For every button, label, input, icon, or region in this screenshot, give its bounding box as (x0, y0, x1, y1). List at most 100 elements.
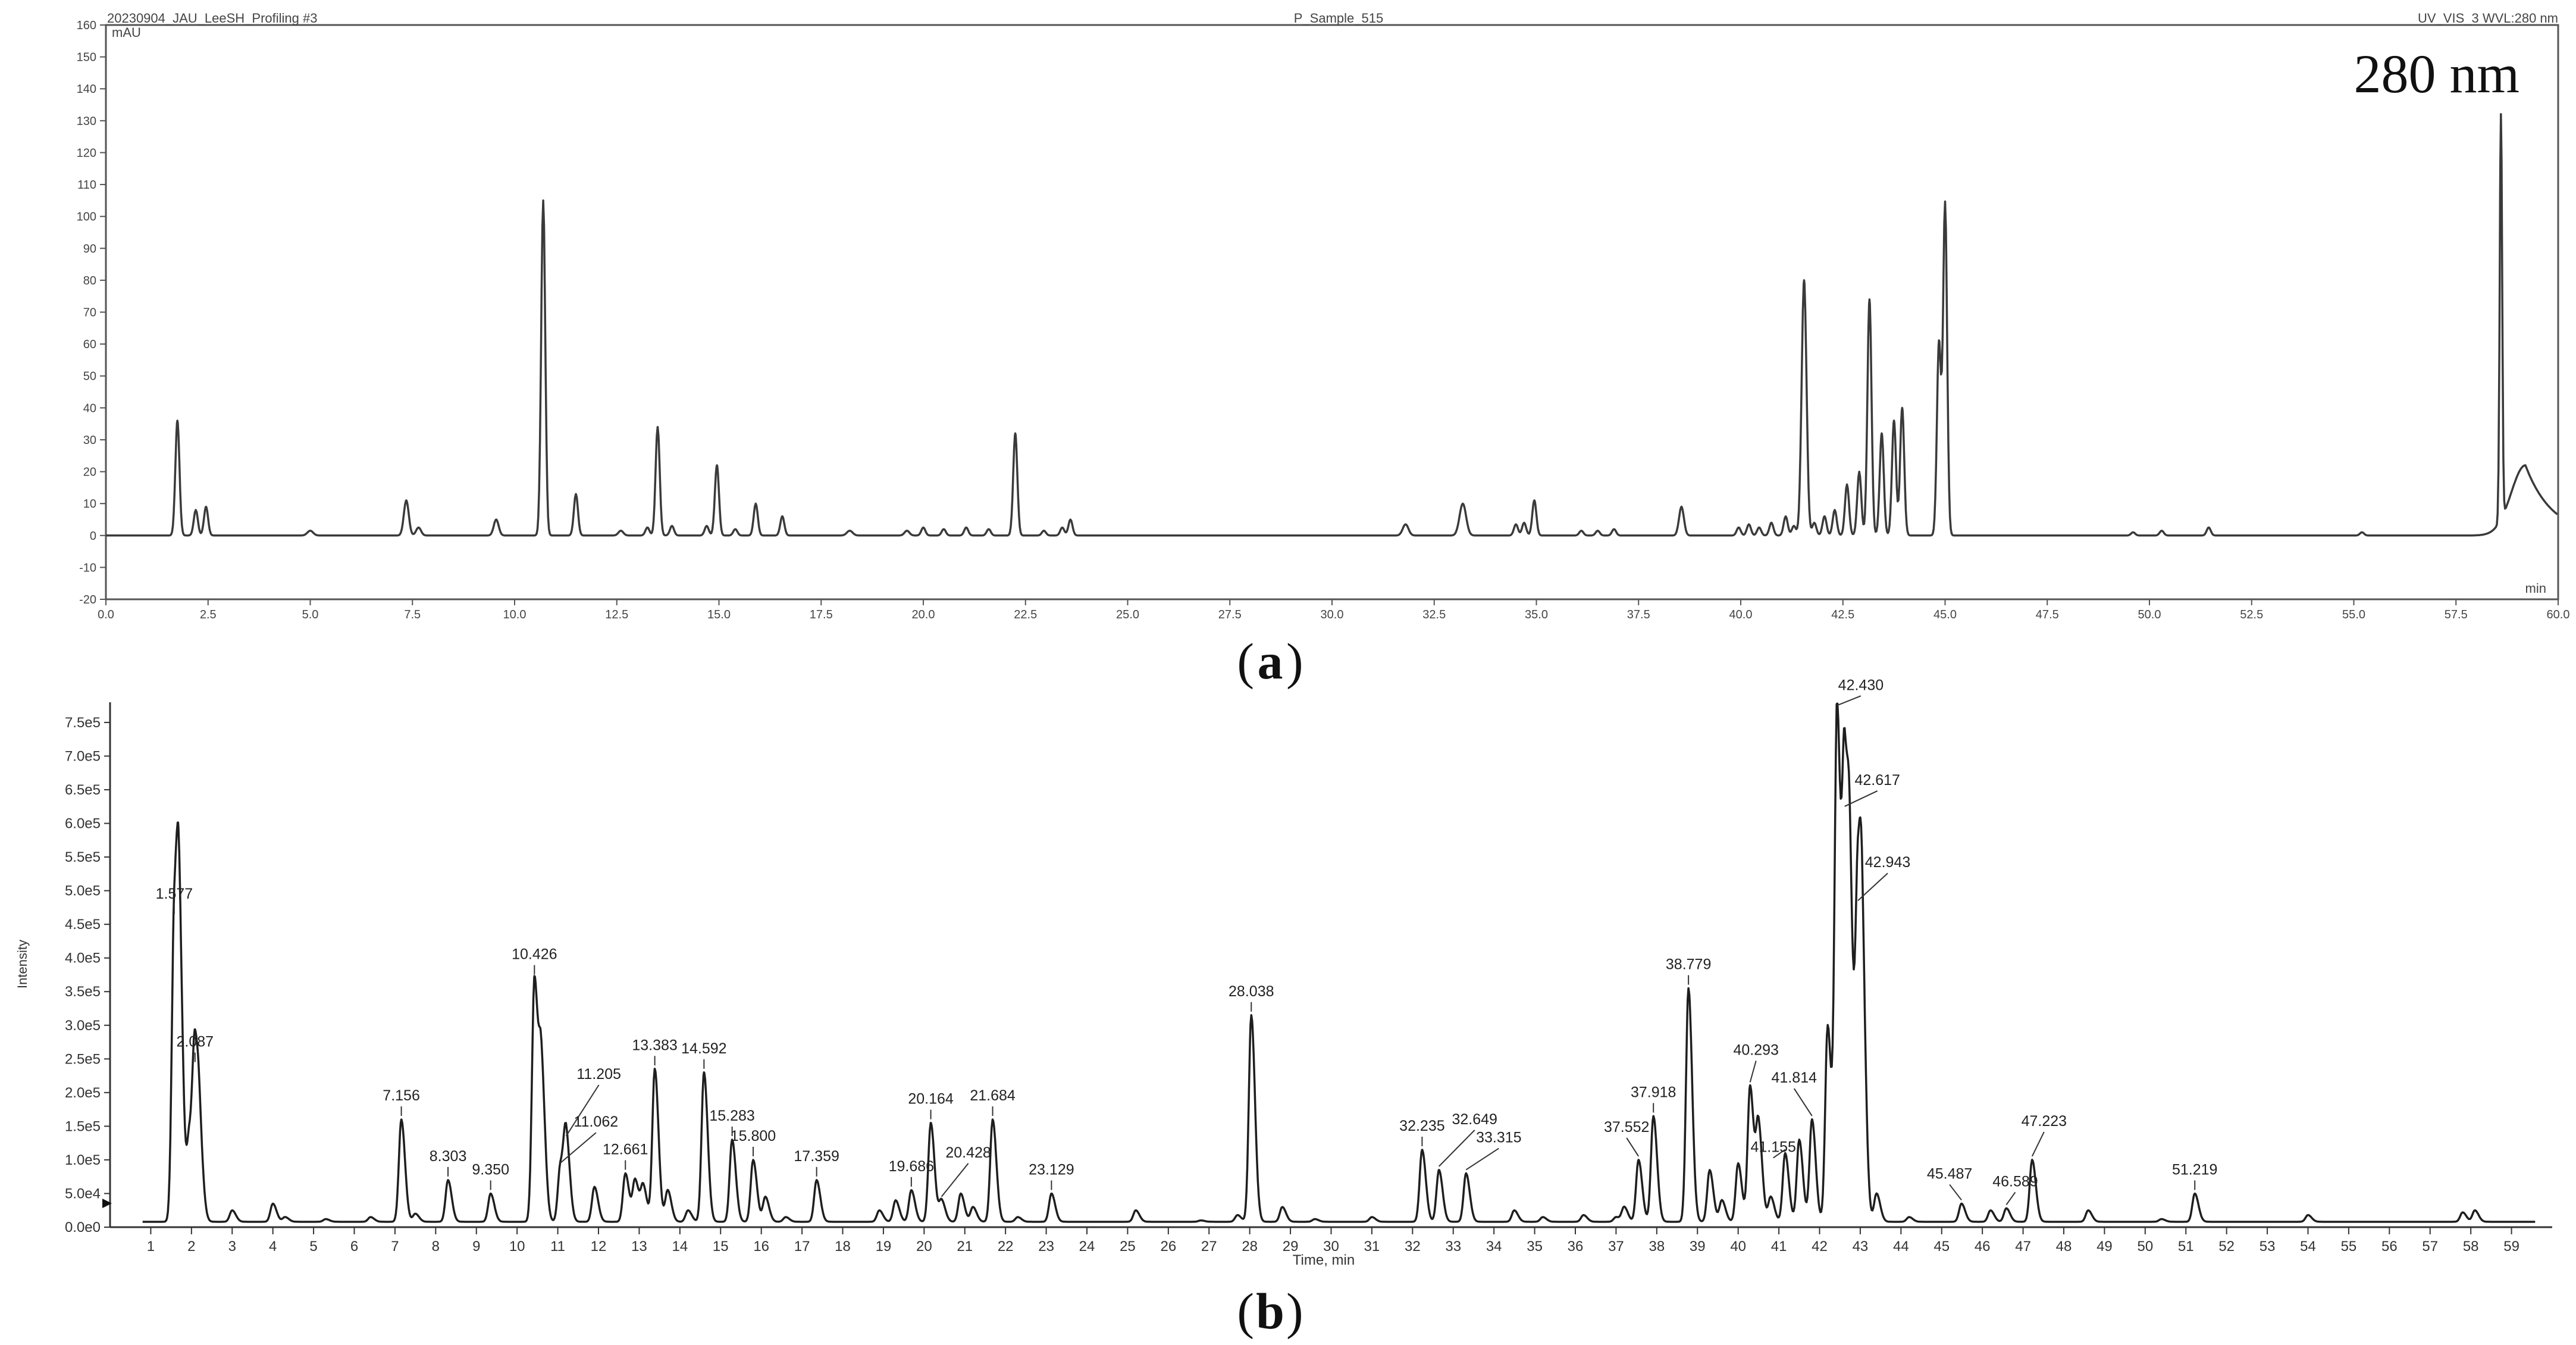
peak-label: 51.219 (2172, 1161, 2217, 1190)
peak-label-leader (1749, 1061, 1757, 1083)
panel-a-x-tick-label: 22.5 (1014, 608, 1037, 621)
panel-b-x-tick-label: 21 (957, 1238, 973, 1255)
peak-label-text: 38.779 (1666, 956, 1711, 973)
panel-a-peaks (177, 130, 2501, 533)
peak-label: 41.814 (1772, 1069, 1817, 1116)
panel-a-x-tick-label: 17.5 (810, 608, 833, 621)
panel-b-x-tick-label: 40 (1730, 1238, 1746, 1255)
panel-a-y-tick-label: 100 (77, 211, 96, 224)
panel-a-header-right: UV_VIS_3 WVL:280 nm (2418, 11, 2558, 26)
panel-b-x-tick-label: 37 (1608, 1238, 1624, 1255)
panel-b-x-tick-label: 57 (2422, 1238, 2438, 1255)
peak-label-leader (1949, 1184, 1962, 1201)
panel-a-caption: ( a ) (1237, 633, 1303, 690)
panel-a-trace (105, 113, 2558, 537)
panel-b-y-tick-label: 3.0e5 (65, 1018, 101, 1034)
peak-label: 13.383 (632, 1037, 678, 1066)
peak-label: 1.577 (156, 886, 193, 914)
peak-label-text: 8.303 (430, 1148, 467, 1165)
peak-label-text: 28.038 (1229, 983, 1274, 1000)
panel-b-ms-chromatogram: Intensity Time, min 0.0e0 5.0e4 1.0e5 1.5e5… (15, 677, 2552, 1268)
panel-b-x-tick-label: 32 (1405, 1238, 1421, 1255)
peak-label-text: 2.087 (177, 1034, 214, 1050)
peak-label: 11.205 (565, 1066, 621, 1137)
peak-label-text: 12.661 (603, 1141, 648, 1158)
peak-label: 8.303 (430, 1148, 467, 1177)
panel-a-header-left: 20230904_JAU_LeeSH_Profiling #3 (107, 11, 317, 26)
peak-label: 23.129 (1029, 1161, 1074, 1190)
panel-b-y-tick-label: 3.5e5 (65, 984, 101, 1000)
peak-label-text: 37.918 (1631, 1084, 1676, 1100)
panel-b-x-tick-label: 17 (794, 1238, 810, 1255)
peak-label-text: 23.129 (1029, 1161, 1074, 1178)
panel-a-x-tick-label: 32.5 (1422, 608, 1446, 621)
peak-label: 20.428 (941, 1144, 991, 1197)
peak-label: 9.350 (472, 1161, 509, 1190)
peak-label-leader (1626, 1137, 1640, 1157)
panel-b-x-tick-label: 52 (2218, 1238, 2235, 1255)
peak-label: 7.156 (383, 1087, 420, 1116)
panel-b-x-tick-label: 16 (753, 1238, 769, 1255)
peak-label: 38.779 (1666, 956, 1711, 985)
panel-a-x-axis: 0.0 2.5 5.0 7.5 10.0 12.5 15.0 17.5 20.0 22.5 25.0… (98, 599, 2569, 621)
peak-label: 41.155 (1750, 1139, 1796, 1159)
peak-label-text: 10.426 (512, 946, 557, 963)
peak-label: 2.087 (177, 1034, 214, 1062)
peak-label-text: 42.617 (1854, 772, 1900, 789)
panel-a-x-tick-label: 7.5 (404, 608, 421, 621)
panel-a-x-tick-label: 5.0 (302, 608, 319, 621)
panel-a-y-tick-label: -20 (79, 593, 96, 606)
peak-label-text: 11.062 (574, 1113, 619, 1130)
panel-b-x-tick-label: 49 (2096, 1238, 2113, 1255)
peak-label: 37.918 (1631, 1084, 1676, 1113)
panel-b-x-tick-label: 22 (998, 1238, 1014, 1255)
panel-b-x-tick-label: 23 (1038, 1238, 1054, 1255)
peak-label-text: 51.219 (2172, 1161, 2217, 1178)
peak-label-leader (1844, 790, 1878, 807)
peak-label-leader (1773, 1149, 1786, 1159)
panel-b-x-tick-label: 12 (591, 1238, 607, 1255)
panel-b-y-tick-label: 2.0e5 (65, 1085, 101, 1101)
panel-b-y-tick-label: 6.5e5 (65, 782, 101, 798)
panel-b-x-tick-label: 20 (916, 1238, 932, 1255)
panel-b-y-tick-label: 5.0e5 (65, 883, 101, 899)
peak-label: 42.617 (1844, 772, 1900, 807)
panel-b-x-tick-label: 36 (1568, 1238, 1584, 1255)
panel-a-x-tick-label: 45.0 (1933, 608, 1957, 621)
peak-label: 17.359 (794, 1148, 839, 1177)
panel-a-uv-chromatogram: 20230904_JAU_LeeSH_Profiling #3 P_Sample… (77, 11, 2570, 621)
panel-b-y-tick-label: 2.5e5 (65, 1051, 101, 1067)
panel-b-x-tick-label: 1 (147, 1238, 155, 1255)
panel-a-y-tick-label: 150 (77, 51, 96, 64)
peak-label-text: 32.235 (1399, 1118, 1444, 1134)
peak-label: 42.430 (1837, 677, 1884, 706)
panel-b-x-tick-label: 44 (1893, 1238, 1909, 1255)
peak-label-text: 41.814 (1772, 1069, 1817, 1086)
panel-a-x-tick-label: 47.5 (2036, 608, 2059, 621)
peak-label: 37.552 (1604, 1119, 1649, 1157)
panel-b-x-tick-label: 26 (1160, 1238, 1176, 1255)
peak-label-leader (565, 1084, 600, 1137)
panel-b-x-tick-label: 54 (2300, 1238, 2316, 1255)
panel-a-y-tick-label: 160 (77, 19, 96, 32)
panel-b-trace (142, 702, 2536, 1223)
panel-b-caption-close: ) (1286, 1283, 1303, 1340)
panel-b-x-tick-label: 45 (1933, 1238, 1950, 1255)
peak-label-leader (2005, 1191, 2016, 1205)
panel-b-x-tick-label: 3 (228, 1238, 236, 1255)
panel-b-x-tick-label: 13 (631, 1238, 647, 1255)
panel-b-x-axis-title: Time, min (1293, 1252, 1355, 1268)
peak-label: 32.235 (1399, 1118, 1445, 1146)
panel-a-x-tick-label: 52.5 (2240, 608, 2263, 621)
panel-a-y-tick-label: 110 (77, 179, 96, 192)
panel-a-caption-letter: a (1258, 633, 1283, 690)
panel-b-x-tick-label: 31 (1364, 1238, 1380, 1255)
peak-label-leader (941, 1163, 969, 1197)
panel-b-x-tick-label: 34 (1486, 1238, 1502, 1255)
panel-a-y-tick-label: 140 (77, 83, 96, 96)
panel-b-x-tick-label: 33 (1445, 1238, 1461, 1255)
panel-b-y-tick-label: 7.0e5 (65, 748, 101, 764)
peak-label-text: 14.592 (681, 1040, 726, 1057)
peak-label: 11.062 (560, 1113, 618, 1163)
peak-label-leader (2031, 1131, 2045, 1157)
